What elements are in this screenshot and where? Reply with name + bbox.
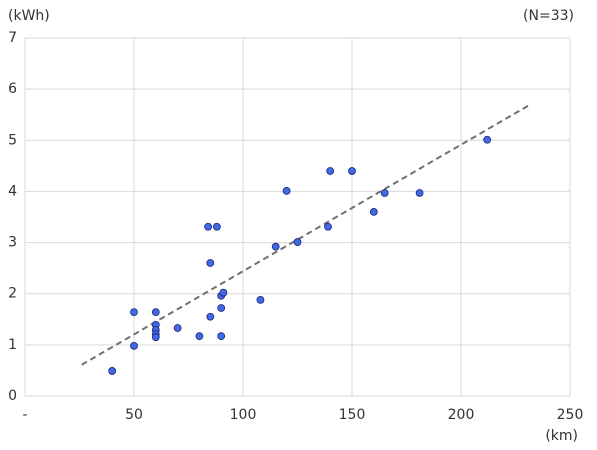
x-tick-label: - [22, 407, 27, 423]
data-point [483, 135, 492, 144]
data-point [212, 222, 221, 231]
data-point [173, 324, 182, 332]
y-tick-label: 6 [8, 81, 17, 97]
data-point [217, 332, 226, 341]
data-point [219, 288, 228, 297]
data-point [415, 189, 424, 197]
data-point [293, 238, 302, 246]
y-tick-label: 7 [8, 30, 17, 46]
y-tick-label: 5 [8, 132, 17, 148]
y-tick-label: 1 [8, 337, 17, 353]
data-point [130, 308, 138, 317]
data-point [151, 333, 160, 342]
trend-line [81, 104, 530, 366]
data-point [326, 167, 335, 175]
y-tick-label: 2 [8, 286, 17, 302]
data-point [204, 222, 213, 231]
x-tick-label: 200 [448, 407, 475, 423]
data-point [206, 259, 215, 267]
y-tick-label: 0 [8, 388, 17, 404]
y-tick-label: 3 [8, 235, 17, 251]
plot-area [24, 37, 571, 397]
data-point [217, 304, 226, 312]
x-tick-label: 100 [230, 407, 257, 423]
x-axis-label: (km) [545, 428, 578, 444]
data-point [206, 312, 215, 321]
x-tick-label: 250 [557, 407, 584, 423]
y-axis-label: (kWh) [8, 8, 50, 24]
data-point [256, 295, 265, 304]
data-point [348, 167, 356, 175]
data-point [369, 207, 378, 216]
x-tick-label: 50 [125, 407, 143, 423]
data-point [151, 308, 160, 317]
x-tick-label: 150 [339, 407, 366, 423]
data-point [324, 222, 332, 231]
data-point [282, 187, 291, 195]
data-point [195, 332, 204, 341]
data-point [130, 341, 138, 350]
data-point [380, 189, 389, 197]
data-point [108, 367, 117, 375]
annotation: (N=33) [523, 8, 574, 24]
y-tick-label: 4 [8, 183, 17, 199]
data-point [271, 242, 280, 251]
